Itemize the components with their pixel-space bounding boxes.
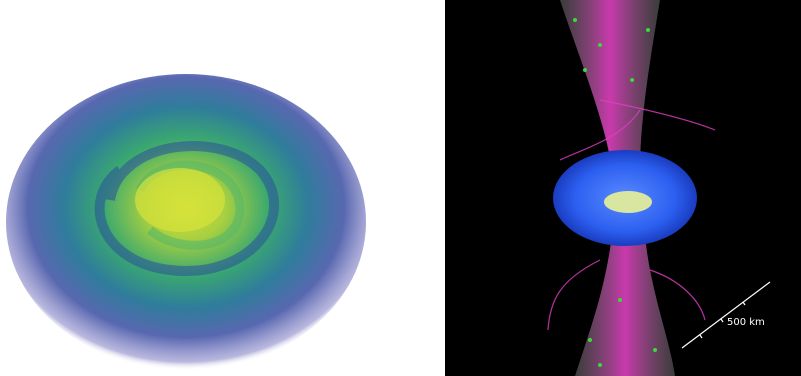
scale-bar	[681, 281, 771, 349]
left-panel	[6, 74, 366, 370]
spiral-arm	[94, 141, 279, 277]
disk-center	[604, 191, 652, 213]
upper-jet	[560, 0, 660, 170]
velocity-arrows	[573, 18, 657, 367]
right-panel: 500 km	[445, 0, 801, 376]
spiral-arm	[135, 160, 245, 250]
field-lines	[547, 99, 716, 331]
scale-label: 500 km	[727, 317, 765, 328]
disk-core	[135, 168, 225, 232]
